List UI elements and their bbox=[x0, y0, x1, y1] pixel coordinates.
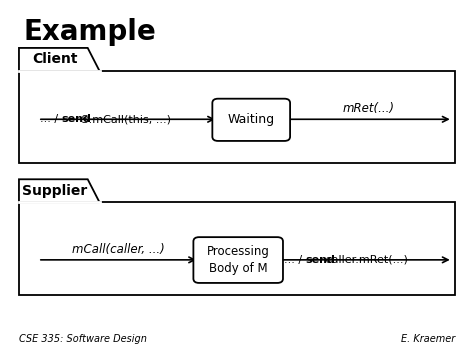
Text: Supplier: Supplier bbox=[22, 184, 87, 198]
FancyBboxPatch shape bbox=[212, 99, 290, 141]
Bar bbox=[19, 71, 455, 163]
Text: send: send bbox=[61, 114, 91, 124]
Text: S.mCall(this, ...): S.mCall(this, ...) bbox=[78, 114, 171, 124]
Bar bbox=[19, 202, 455, 295]
Text: mCall(caller, ...): mCall(caller, ...) bbox=[72, 242, 165, 256]
Text: caller.mRet(...): caller.mRet(...) bbox=[322, 255, 408, 265]
Polygon shape bbox=[19, 179, 100, 202]
Polygon shape bbox=[19, 48, 100, 71]
Text: Processing
Body of M: Processing Body of M bbox=[207, 245, 270, 275]
Text: Waiting: Waiting bbox=[228, 113, 275, 126]
Text: CSE 335: Software Design: CSE 335: Software Design bbox=[19, 334, 147, 344]
Text: ... /: ... / bbox=[40, 114, 62, 124]
Text: E. Kraemer: E. Kraemer bbox=[401, 334, 455, 344]
FancyBboxPatch shape bbox=[193, 237, 283, 283]
Text: ... /: ... / bbox=[284, 255, 306, 265]
Text: Example: Example bbox=[24, 18, 156, 46]
Text: Client: Client bbox=[32, 53, 77, 66]
Text: mRet(...): mRet(...) bbox=[343, 102, 394, 115]
Text: send: send bbox=[305, 255, 335, 265]
